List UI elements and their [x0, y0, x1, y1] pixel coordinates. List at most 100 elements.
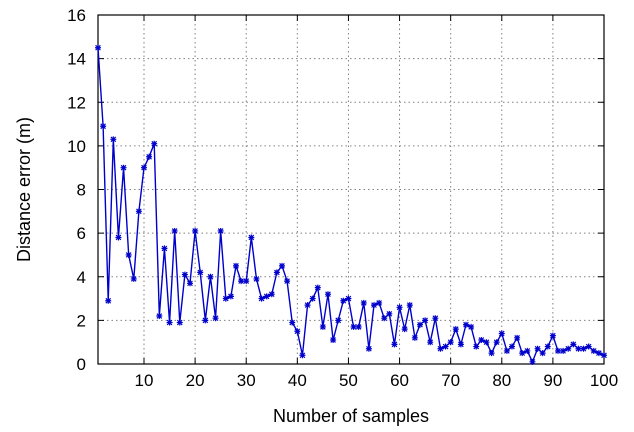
data-point-marker: [273, 269, 280, 276]
asterisk-marker-icon: [355, 323, 362, 330]
asterisk-marker-icon: [493, 339, 500, 346]
data-point-marker: [473, 343, 480, 350]
asterisk-marker-icon: [100, 123, 107, 130]
data-point-marker: [417, 321, 423, 328]
asterisk-marker-icon: [279, 262, 285, 269]
asterisk-marker-icon: [141, 164, 147, 171]
data-point-marker: [463, 321, 469, 328]
series-line-group: [95, 44, 607, 365]
asterisk-marker-icon: [227, 293, 234, 300]
asterisk-marker-icon: [396, 304, 403, 311]
asterisk-marker-icon: [176, 319, 183, 326]
asterisk-marker-icon: [427, 339, 434, 346]
asterisk-marker-icon: [187, 280, 193, 287]
asterisk-marker-icon: [565, 345, 572, 352]
asterisk-marker-icon: [110, 136, 117, 143]
data-point-marker: [253, 275, 260, 282]
data-point-marker: [289, 319, 296, 326]
data-point-marker: [565, 345, 572, 352]
asterisk-marker-icon: [601, 352, 607, 359]
data-point-marker: [575, 345, 582, 352]
data-point-marker: [468, 323, 475, 330]
asterisk-marker-icon: [406, 302, 413, 309]
asterisk-marker-icon: [447, 339, 454, 346]
asterisk-marker-icon: [345, 295, 352, 302]
data-point-marker: [258, 295, 265, 302]
asterisk-marker-icon: [585, 343, 592, 350]
asterisk-marker-icon: [248, 234, 255, 241]
data-point-marker: [452, 326, 459, 333]
data-point-marker: [514, 334, 521, 341]
asterisk-marker-icon: [509, 343, 515, 350]
tick-labels: 0 2 4 6 8 10 12 14 16 10 20 30 40 50 60 70 80 90 100: [67, 6, 618, 390]
y-tick-label: 16: [67, 6, 86, 25]
x-axis-title: Number of samples: [273, 406, 429, 426]
asterisk-marker-icon: [514, 334, 521, 341]
asterisk-marker-icon: [202, 317, 209, 324]
data-point-marker: [519, 350, 526, 357]
y-tick-label: 12: [67, 93, 86, 112]
asterisk-marker-icon: [401, 326, 408, 333]
data-point-marker: [406, 302, 413, 309]
data-point-marker: [105, 297, 112, 304]
y-tick-label: 2: [77, 311, 86, 330]
data-point-marker: [509, 343, 515, 350]
data-point-marker: [222, 295, 229, 302]
data-point-marker: [284, 278, 291, 285]
asterisk-marker-icon: [207, 273, 214, 280]
data-point-marker: [498, 330, 505, 337]
y-tick-label: 10: [67, 137, 86, 156]
data-point-marker: [401, 326, 408, 333]
asterisk-marker-icon: [166, 319, 173, 326]
asterisk-marker-icon: [335, 317, 342, 324]
x-tick-label: 80: [492, 371, 511, 390]
data-point-marker: [100, 123, 107, 130]
data-point-marker: [365, 345, 372, 352]
y-tick-label: 0: [77, 355, 86, 374]
asterisk-marker-icon: [483, 339, 490, 346]
asterisk-marker-icon: [411, 334, 418, 341]
data-point-marker: [207, 273, 214, 280]
data-point-marker: [192, 227, 199, 234]
data-point-marker: [304, 302, 311, 309]
asterisk-marker-icon: [238, 278, 245, 285]
data-point-marker: [325, 291, 331, 298]
asterisk-marker-icon: [580, 345, 587, 352]
asterisk-marker-icon: [289, 319, 296, 326]
data-point-marker: [590, 347, 597, 354]
data-point-marker: [560, 347, 567, 354]
data-point-marker: [386, 310, 393, 317]
asterisk-marker-icon: [243, 278, 250, 285]
asterisk-marker-icon: [253, 275, 260, 282]
data-point-marker: [146, 153, 153, 160]
grid-lines: [98, 15, 604, 364]
data-point-marker: [309, 295, 316, 302]
data-point-marker: [376, 299, 383, 306]
data-point-marker: [181, 271, 188, 278]
asterisk-marker-icon: [422, 317, 429, 324]
asterisk-marker-icon: [294, 328, 301, 335]
asterisk-marker-icon: [171, 227, 178, 234]
asterisk-marker-icon: [192, 227, 199, 234]
data-point-marker: [161, 245, 168, 252]
asterisk-marker-icon: [360, 299, 367, 306]
data-point-marker: [130, 275, 137, 282]
data-point-marker: [120, 164, 127, 171]
asterisk-marker-icon: [452, 326, 459, 333]
asterisk-marker-icon: [105, 297, 112, 304]
x-tick-label: 10: [135, 371, 154, 390]
x-tick-label: 70: [441, 371, 460, 390]
asterisk-marker-icon: [386, 310, 393, 317]
data-point-marker: [544, 343, 551, 350]
y-tick-label: 14: [67, 50, 86, 69]
asterisk-marker-icon: [120, 164, 127, 171]
data-point-marker: [483, 339, 490, 346]
data-point-marker: [524, 347, 531, 354]
asterisk-marker-icon: [146, 153, 153, 160]
data-point-marker: [314, 284, 321, 291]
data-point-marker: [217, 227, 224, 234]
data-point-marker: [570, 341, 577, 348]
data-point-marker: [580, 345, 587, 352]
asterisk-marker-icon: [503, 347, 510, 354]
asterisk-marker-icon: [371, 302, 377, 309]
